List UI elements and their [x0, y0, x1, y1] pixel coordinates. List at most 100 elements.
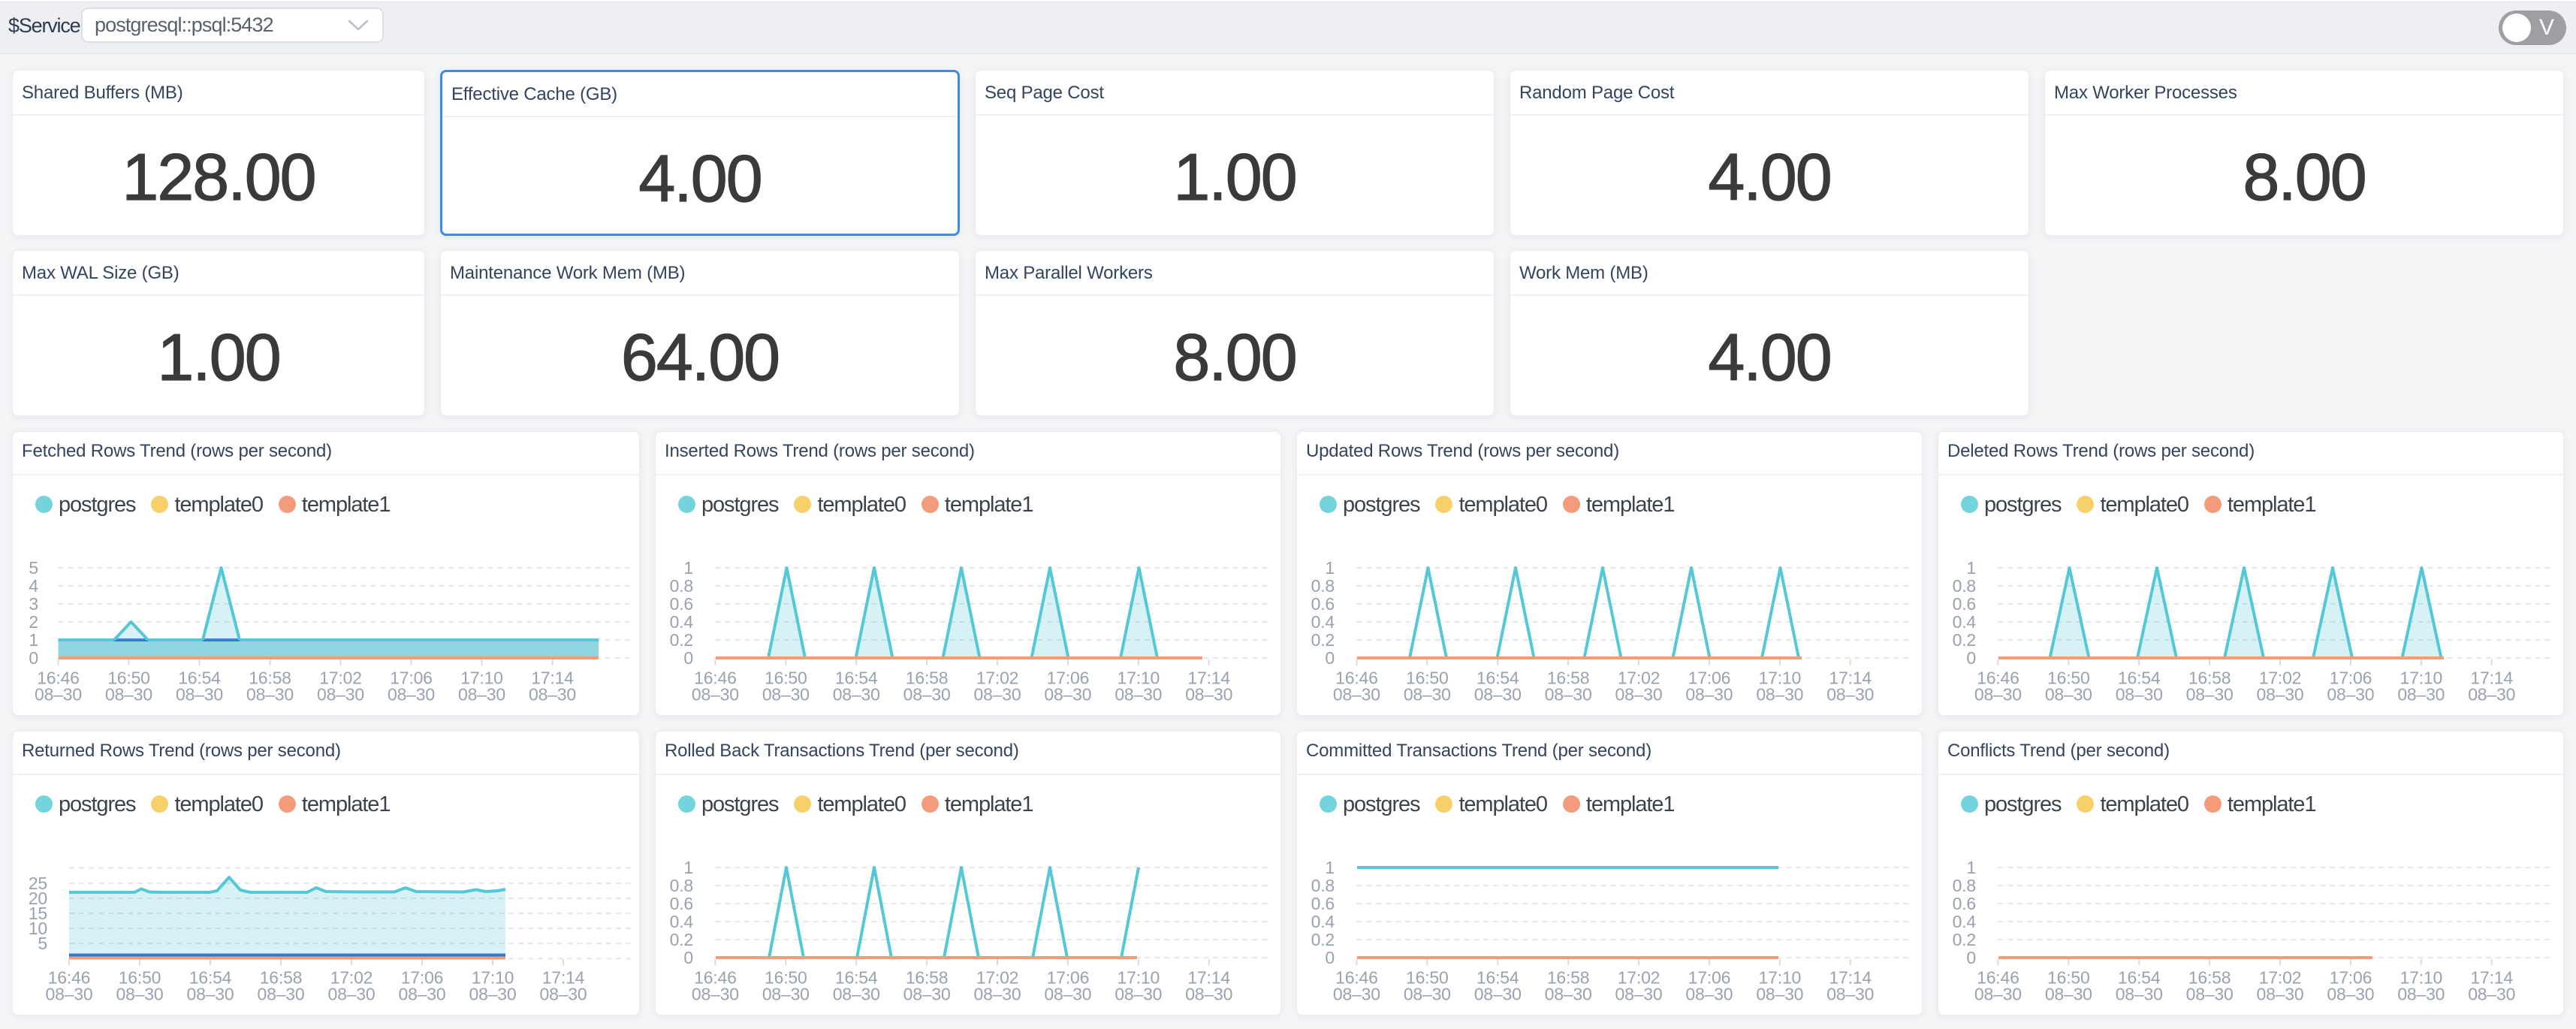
- svg-text:0.2: 0.2: [1311, 630, 1335, 650]
- svg-text:0.2: 0.2: [670, 630, 693, 650]
- svg-text:08–30: 08–30: [1545, 985, 1592, 1004]
- svg-text:16:58: 16:58: [2188, 968, 2231, 988]
- svg-text:0.2: 0.2: [1953, 930, 1976, 949]
- svg-text:16:58: 16:58: [260, 968, 303, 988]
- svg-text:08–30: 08–30: [833, 685, 880, 705]
- svg-text:08–30: 08–30: [187, 985, 234, 1004]
- svg-text:17:06: 17:06: [1047, 668, 1090, 688]
- svg-text:16:58: 16:58: [1547, 968, 1590, 988]
- svg-text:08–30: 08–30: [1044, 985, 1091, 1004]
- svg-text:3: 3: [29, 594, 38, 614]
- svg-text:0.4: 0.4: [1311, 912, 1335, 931]
- svg-text:08–30: 08–30: [1185, 685, 1232, 705]
- svg-text:0: 0: [683, 948, 693, 967]
- svg-text:17:14: 17:14: [2470, 668, 2513, 688]
- svg-text:17:14: 17:14: [531, 668, 574, 688]
- svg-text:0: 0: [1966, 648, 1976, 668]
- svg-text:1: 1: [1966, 558, 1976, 578]
- svg-text:0: 0: [1325, 948, 1335, 967]
- svg-text:08–30: 08–30: [105, 685, 152, 705]
- svg-text:16:58: 16:58: [906, 968, 949, 988]
- svg-text:08–30: 08–30: [328, 985, 376, 1004]
- svg-text:0: 0: [29, 648, 38, 668]
- svg-text:17:06: 17:06: [390, 668, 433, 688]
- svg-text:25: 25: [29, 874, 47, 893]
- svg-text:16:58: 16:58: [906, 668, 949, 688]
- svg-text:17:06: 17:06: [1688, 668, 1731, 688]
- svg-text:0.4: 0.4: [1311, 612, 1335, 632]
- svg-text:08–30: 08–30: [762, 985, 810, 1004]
- svg-text:08–30: 08–30: [1044, 685, 1091, 705]
- svg-text:17:06: 17:06: [1688, 968, 1731, 988]
- svg-text:16:58: 16:58: [2188, 668, 2231, 688]
- svg-text:17:10: 17:10: [460, 668, 503, 688]
- svg-text:17:02: 17:02: [2259, 668, 2302, 688]
- svg-text:08–30: 08–30: [2045, 685, 2092, 705]
- svg-text:08–30: 08–30: [540, 985, 587, 1004]
- svg-text:16:46: 16:46: [48, 968, 91, 988]
- svg-text:16:54: 16:54: [835, 968, 878, 988]
- svg-text:17:14: 17:14: [1829, 668, 1872, 688]
- svg-text:16:58: 16:58: [249, 668, 291, 688]
- svg-text:16:50: 16:50: [1406, 968, 1449, 988]
- svg-text:0: 0: [1966, 948, 1976, 967]
- svg-text:08–30: 08–30: [903, 985, 951, 1004]
- svg-text:16:54: 16:54: [1477, 968, 1519, 988]
- svg-text:08–30: 08–30: [529, 685, 576, 705]
- svg-text:0.4: 0.4: [1953, 912, 1977, 931]
- svg-text:16:54: 16:54: [2118, 668, 2161, 688]
- svg-text:17:02: 17:02: [2259, 968, 2302, 988]
- svg-text:08–30: 08–30: [2257, 685, 2304, 705]
- svg-text:1: 1: [1325, 558, 1335, 578]
- svg-text:16:54: 16:54: [178, 668, 221, 688]
- svg-text:08–30: 08–30: [2468, 985, 2515, 1004]
- svg-text:17:14: 17:14: [1187, 668, 1230, 688]
- svg-text:1: 1: [29, 630, 38, 650]
- svg-text:17:14: 17:14: [1187, 968, 1230, 988]
- svg-text:16:46: 16:46: [694, 968, 737, 988]
- svg-text:17:06: 17:06: [2330, 968, 2372, 988]
- svg-text:08–30: 08–30: [1115, 985, 1162, 1004]
- svg-text:08–30: 08–30: [2186, 685, 2234, 705]
- svg-text:08–30: 08–30: [2257, 985, 2304, 1004]
- svg-text:08–30: 08–30: [2186, 985, 2234, 1004]
- svg-text:0.6: 0.6: [1311, 594, 1335, 614]
- svg-text:08–30: 08–30: [46, 985, 93, 1004]
- svg-text:16:50: 16:50: [765, 968, 807, 988]
- svg-text:08–30: 08–30: [1685, 985, 1733, 1004]
- svg-text:17:10: 17:10: [472, 968, 514, 988]
- svg-text:08–30: 08–30: [1974, 985, 2022, 1004]
- svg-text:16:50: 16:50: [1406, 668, 1449, 688]
- svg-text:16:54: 16:54: [189, 968, 232, 988]
- svg-text:0.4: 0.4: [670, 912, 694, 931]
- svg-text:08–30: 08–30: [1974, 685, 2022, 705]
- svg-text:0.2: 0.2: [1311, 930, 1335, 949]
- svg-text:08–30: 08–30: [469, 985, 517, 1004]
- svg-text:08–30: 08–30: [974, 985, 1021, 1004]
- svg-text:17:10: 17:10: [1118, 968, 1160, 988]
- svg-text:08–30: 08–30: [1185, 985, 1232, 1004]
- svg-text:08–30: 08–30: [116, 985, 164, 1004]
- svg-text:0.8: 0.8: [670, 876, 693, 895]
- svg-text:17:06: 17:06: [401, 968, 444, 988]
- svg-text:08–30: 08–30: [692, 985, 739, 1004]
- svg-text:16:54: 16:54: [1477, 668, 1519, 688]
- svg-text:0.4: 0.4: [670, 612, 694, 632]
- svg-text:16:46: 16:46: [37, 668, 80, 688]
- svg-text:0.6: 0.6: [670, 594, 693, 614]
- svg-text:0.4: 0.4: [1953, 612, 1977, 632]
- svg-text:16:54: 16:54: [835, 668, 878, 688]
- svg-text:0: 0: [683, 648, 693, 668]
- svg-text:08–30: 08–30: [35, 685, 82, 705]
- svg-text:0.2: 0.2: [670, 930, 693, 949]
- svg-text:17:10: 17:10: [1118, 668, 1160, 688]
- svg-text:08–30: 08–30: [317, 685, 364, 705]
- svg-text:0.2: 0.2: [1953, 630, 1976, 650]
- svg-text:16:58: 16:58: [1547, 668, 1590, 688]
- svg-text:0.8: 0.8: [1953, 876, 1976, 895]
- svg-text:08–30: 08–30: [2397, 685, 2445, 705]
- svg-text:0.6: 0.6: [1311, 894, 1335, 913]
- svg-text:08–30: 08–30: [2327, 685, 2374, 705]
- svg-text:08–30: 08–30: [1333, 685, 1380, 705]
- svg-text:0.6: 0.6: [670, 894, 693, 913]
